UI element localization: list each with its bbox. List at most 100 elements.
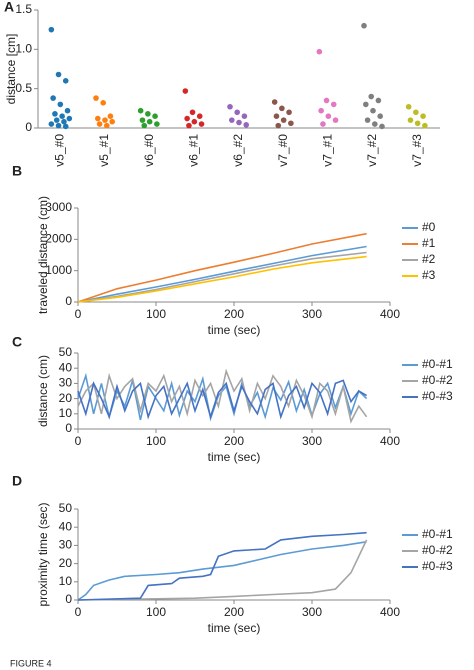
y-axis-title: distance (cm) xyxy=(36,355,50,427)
legend-label: #0-#1 xyxy=(422,357,453,371)
x-tick-label: 400 xyxy=(380,307,400,321)
legend-label: #2 xyxy=(422,252,436,266)
data-point xyxy=(152,113,158,119)
x-axis-title: time (sec) xyxy=(208,323,261,337)
x-tick-label: 100 xyxy=(146,434,166,448)
x-axis-title: time (sec) xyxy=(208,621,261,635)
x-tick-label: 400 xyxy=(380,434,400,448)
x-tick-label: 400 xyxy=(380,605,400,619)
data-line xyxy=(77,531,367,601)
x-tick-label: 200 xyxy=(224,434,244,448)
y-tick-label: 10 xyxy=(59,574,73,588)
legend-label: #3 xyxy=(422,268,436,282)
y-tick-label: 50 xyxy=(59,345,73,359)
data-point xyxy=(325,113,332,119)
data-point xyxy=(414,120,421,127)
y-tick-label: 20 xyxy=(59,556,73,570)
data-point xyxy=(196,113,203,119)
data-point xyxy=(286,109,292,116)
y-tick-label: 1.5 xyxy=(15,2,32,16)
data-point xyxy=(64,107,71,114)
data-point xyxy=(107,113,114,119)
data-point xyxy=(379,123,385,130)
data-point xyxy=(184,115,190,122)
x-tick-label: 200 xyxy=(224,605,244,619)
x-tick-label: 100 xyxy=(146,307,166,321)
y-axis-title: traveled distance (cm) xyxy=(36,196,50,314)
legend-label: #0-#3 xyxy=(422,389,453,403)
data-point xyxy=(189,109,196,116)
y-tick-label: 0 xyxy=(65,421,72,435)
panel-letter: D xyxy=(12,473,22,489)
data-point xyxy=(275,122,282,129)
x-tick-label: v5_#0 xyxy=(53,134,67,167)
data-line xyxy=(77,251,367,303)
data-point xyxy=(186,122,192,129)
data-point xyxy=(62,78,69,84)
data-point xyxy=(229,117,235,123)
data-point xyxy=(280,117,287,123)
data-point xyxy=(377,113,384,119)
data-point xyxy=(146,118,153,125)
legend-label: #1 xyxy=(422,236,436,250)
data-point xyxy=(316,48,323,55)
data-point xyxy=(48,121,55,127)
data-point xyxy=(137,107,144,114)
legend-label: #0-#2 xyxy=(422,373,453,387)
figure-caption: FIGURE 4 xyxy=(10,658,52,668)
data-point xyxy=(102,117,108,123)
data-point xyxy=(59,113,65,119)
x-tick-label: v7_#0 xyxy=(276,134,290,167)
data-point xyxy=(320,121,326,127)
y-tick-label: 40 xyxy=(59,360,73,374)
data-line xyxy=(77,255,367,303)
data-point xyxy=(95,115,101,122)
data-point xyxy=(93,95,99,101)
data-point xyxy=(227,103,233,110)
data-point xyxy=(50,95,56,101)
data-point xyxy=(372,121,378,127)
y-tick-label: 40 xyxy=(59,519,73,533)
x-tick-label: 0 xyxy=(75,434,82,448)
data-point xyxy=(234,109,240,116)
data-point xyxy=(55,122,62,129)
y-tick-label: 0 xyxy=(65,592,72,606)
y-tick-label: 30 xyxy=(59,376,73,390)
data-point xyxy=(407,117,414,123)
data-point xyxy=(139,117,146,123)
y-tick-label: 1000 xyxy=(45,263,72,277)
data-point xyxy=(323,97,330,104)
data-point xyxy=(48,26,55,33)
panel-letter: B xyxy=(12,163,22,179)
data-line xyxy=(77,368,368,424)
y-tick-label: 2000 xyxy=(45,232,72,246)
y-tick-label: 0.5 xyxy=(15,81,32,95)
data-point xyxy=(330,101,337,108)
data-point xyxy=(271,99,278,105)
y-tick-label: 1.0 xyxy=(15,42,32,56)
x-tick-label: v7_#1 xyxy=(321,134,335,167)
data-point xyxy=(96,121,103,127)
x-tick-label: 300 xyxy=(302,307,322,321)
data-line xyxy=(77,539,368,601)
data-line xyxy=(77,379,368,420)
data-point xyxy=(198,121,205,127)
data-point xyxy=(154,121,160,127)
x-tick-label: v5_#1 xyxy=(97,134,111,167)
data-point xyxy=(241,113,248,119)
y-tick-label: 30 xyxy=(59,538,73,552)
data-point xyxy=(104,122,110,129)
legend-label: #0-#3 xyxy=(422,559,453,573)
data-line xyxy=(77,245,367,303)
data-point xyxy=(52,111,58,117)
data-point xyxy=(375,97,382,104)
data-point xyxy=(413,109,419,116)
data-point xyxy=(66,115,73,122)
data-point xyxy=(279,105,285,112)
data-point xyxy=(370,107,376,114)
data-point xyxy=(363,101,369,108)
data-point xyxy=(422,122,428,129)
x-tick-label: v6_#1 xyxy=(187,134,201,167)
data-line xyxy=(77,541,367,601)
